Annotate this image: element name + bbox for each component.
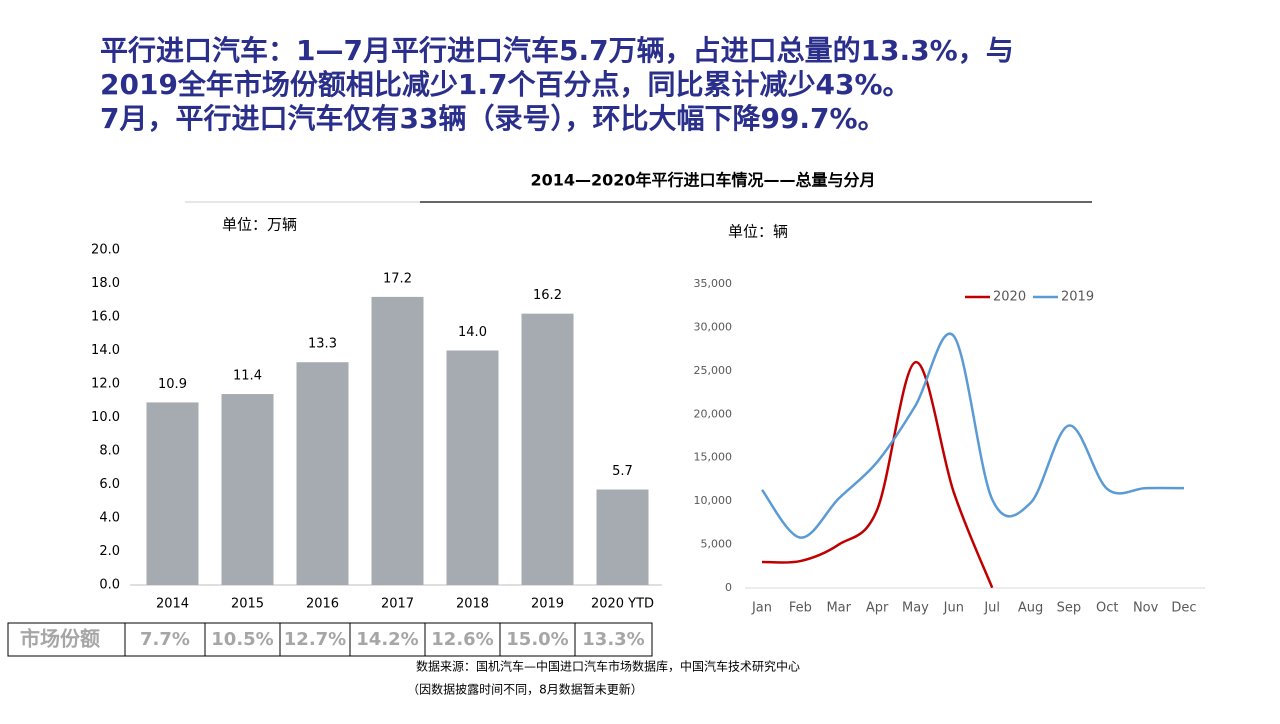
x-tick-label: Apr [866,601,889,616]
data-label: 17.2 [383,271,412,286]
source-note: （因数据披露时间不同，8月数据暂未更新） [407,682,643,697]
data-label: 10.9 [158,377,187,392]
x-tick-label: Jul [983,601,1000,616]
x-tick-label: 2014 [156,597,189,612]
y-tick-label: 12.0 [91,377,120,392]
bar [371,296,424,585]
y-tick-label: 16.0 [91,310,120,325]
table-cell: 12.7% [284,629,346,650]
chart-title: 2014—2020年平行进口车情况——总量与分月 [530,171,875,190]
table-header: 市场份额 [20,627,100,651]
y-tick-label: 4.0 [99,511,120,526]
table-cell: 12.6% [431,629,493,650]
y-tick-label: 0 [725,581,732,594]
x-tick-label: 2015 [231,597,264,612]
y-tick-label: 6.0 [99,477,120,492]
x-tick-label: 2020 YTD [591,597,654,612]
bar [521,313,574,585]
table-cell: 7.7% [140,629,190,650]
y-tick-label: 10.0 [91,410,120,425]
y-tick-label: 20.0 [91,243,120,258]
bar [146,402,199,585]
x-tick-label: Dec [1171,601,1196,616]
data-label: 13.3 [308,337,337,352]
x-tick-label: Jun [943,601,964,616]
x-tick-label: 2019 [531,597,564,612]
y-tick-label: 8.0 [99,444,120,459]
table-cell: 14.2% [356,629,418,650]
table-cell: 13.3% [582,629,644,650]
data-label: 11.4 [233,369,262,384]
x-tick-label: Oct [1096,601,1118,616]
y-tick-label: 10,000 [694,494,733,507]
bar [296,362,349,585]
legend-label: 2020 [993,290,1026,305]
x-tick-label: Nov [1133,601,1159,616]
y-tick-label: 14.0 [91,343,120,358]
heading-line: 7月，平行进口汽车仅有33辆（录号），环比大幅下降99.7%。 [100,102,886,135]
y-tick-label: 25,000 [694,364,733,377]
x-tick-label: 2016 [306,597,339,612]
y-tick-label: 0.0 [99,578,120,593]
y-tick-label: 30,000 [694,320,733,333]
x-tick-label: Aug [1018,601,1043,616]
heading-line: 平行进口汽车：1—7月平行进口汽车5.7万辆，占进口总量的13.3%，与 [100,34,1014,67]
line-series [760,332,1185,539]
unit-label: 单位：万辆 [222,216,297,234]
y-tick-label: 5,000 [701,538,733,551]
bar [446,350,499,585]
heading-line: 2019全年市场份额相比减少1.7个百分点，同比累计减少43%。 [100,68,911,101]
data-label: 14.0 [458,325,487,340]
table-cell: 10.5% [211,629,273,650]
x-tick-label: Jan [751,601,772,616]
data-label: 5.7 [612,464,633,479]
table-frame [7,622,653,657]
data-label: 16.2 [533,288,562,303]
legend-label: 2019 [1061,290,1094,305]
x-tick-label: Sep [1057,601,1082,616]
y-tick-label: 2.0 [99,544,120,559]
bar [221,394,274,585]
x-tick-label: 2017 [381,597,414,612]
y-tick-label: 18.0 [91,276,120,291]
y-tick-label: 35,000 [694,277,733,290]
unit-label: 单位：辆 [728,223,788,241]
table-cell: 15.0% [506,629,568,650]
line-series [761,360,994,589]
y-tick-label: 15,000 [694,451,733,464]
bar [596,489,649,585]
y-tick-label: 20,000 [694,407,733,420]
x-tick-label: May [902,601,929,616]
x-tick-label: 2018 [456,597,489,612]
x-tick-label: Mar [826,601,851,616]
x-tick-label: Feb [789,601,812,616]
source-note: 数据来源：国机汽车—中国进口汽车市场数据库，中国汽车技术研究中心 [416,659,800,674]
